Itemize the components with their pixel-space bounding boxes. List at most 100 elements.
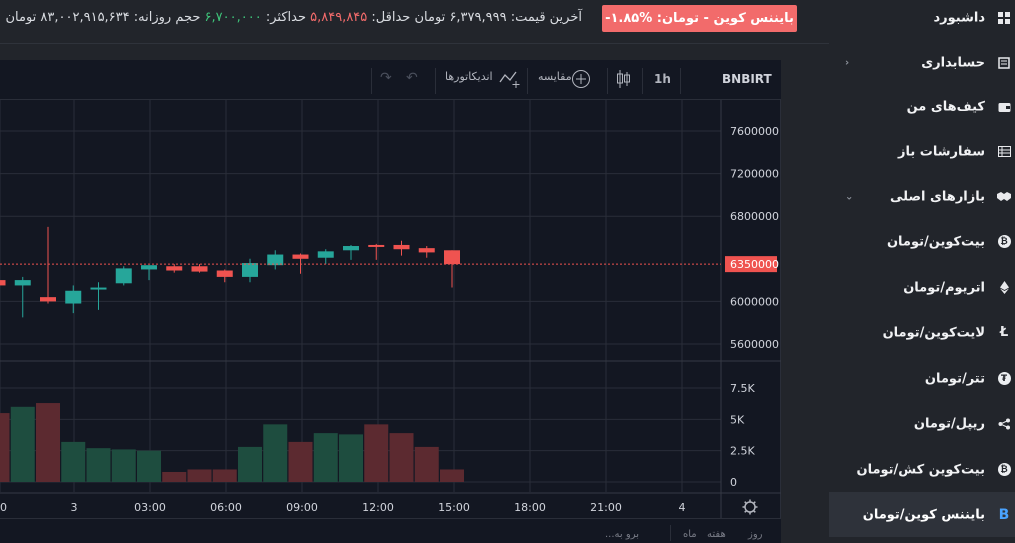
last-price-label: آخرین قیمت: bbox=[510, 10, 582, 25]
indicators-button[interactable]: اندیکاتورها bbox=[445, 70, 493, 83]
market-stats: آخرین قیمت: ۶,۳۷۹,۹۹۹ تومان حداقل: ۵,۸۴۹… bbox=[5, 10, 582, 25]
time-tick-label: 03:00 bbox=[134, 501, 166, 514]
volume-bar bbox=[111, 449, 136, 482]
sidebar-item-label: کیف‌های من bbox=[906, 99, 985, 114]
candle-body bbox=[216, 270, 233, 277]
sidebar-item-label: لایت‌کوین/تومان bbox=[882, 325, 985, 340]
ethereum-icon bbox=[997, 281, 1011, 295]
sidebar-item-label: سفارشات باز bbox=[897, 144, 985, 159]
sidebar-item-wallets[interactable]: کیف‌های من bbox=[829, 84, 1015, 129]
gear-icon-tooth bbox=[744, 501, 747, 504]
sidebar-item-accounting[interactable]: حسابداری ‹ bbox=[829, 40, 1015, 85]
volume-tick-label: 5K bbox=[730, 413, 745, 426]
sidebar-item-label: بیت‌کوین/تومان bbox=[886, 234, 985, 249]
orders-icon bbox=[997, 145, 1011, 159]
price-tick-label: 6800000 bbox=[730, 210, 779, 223]
candle-body bbox=[90, 287, 107, 290]
binance-icon: B bbox=[998, 506, 1010, 523]
sidebar-item-label: بیت‌کوین کش/تومان bbox=[856, 462, 985, 477]
toolbar-divider bbox=[371, 68, 372, 94]
wallet-icon bbox=[997, 100, 1011, 114]
sidebar-item-usdt-irt[interactable]: ₮ تتر/تومان bbox=[829, 356, 1015, 401]
sidebar-item-xrp-irt[interactable]: ریپل/تومان bbox=[829, 401, 1015, 446]
candle-body bbox=[317, 251, 334, 258]
volume-bar bbox=[339, 434, 363, 482]
candle-body bbox=[191, 266, 208, 272]
sidebar-item-bnb-irt[interactable]: B بایننس کوین/تومان bbox=[829, 492, 1015, 537]
candles-icon[interactable] bbox=[616, 69, 630, 92]
last-price-tag bbox=[725, 256, 777, 273]
toolbar-divider bbox=[435, 68, 436, 94]
sidebar-item-label: بایننس کوین/تومان bbox=[862, 507, 985, 522]
volume-bar bbox=[162, 471, 187, 482]
trading-chart[interactable]: 5600000 6000000 6350000 6800000 7200000 76000… bbox=[0, 60, 781, 543]
sidebar-item-label: داشبورد bbox=[933, 10, 985, 25]
time-tick-label: 00 bbox=[0, 501, 7, 514]
volume-bar bbox=[187, 469, 212, 482]
candle-body bbox=[242, 263, 258, 277]
last-price-currency: تومان bbox=[414, 10, 446, 25]
sidebar-item-eth-irt[interactable]: اتریوم/تومان bbox=[829, 265, 1015, 310]
volume-bar bbox=[36, 403, 60, 482]
price-tick-label: 6000000 bbox=[730, 295, 779, 308]
volume-bar bbox=[61, 441, 86, 482]
timeframe-button[interactable]: 1h bbox=[654, 72, 671, 86]
candle-body bbox=[115, 268, 132, 284]
goto-date-button[interactable]: برو به... bbox=[605, 529, 639, 540]
undo-icon[interactable]: ↶ bbox=[406, 70, 418, 86]
toolbar-divider bbox=[527, 68, 528, 94]
sidebar-item-btc-irt[interactable]: ₿ بیت‌کوین/تومان bbox=[829, 219, 1015, 264]
range-month-button[interactable]: ماه bbox=[683, 529, 697, 540]
chevron-down-icon: ⌄ bbox=[845, 191, 854, 202]
price-tick-label: 7600000 bbox=[730, 125, 779, 138]
time-tick-label: 09:00 bbox=[286, 501, 318, 514]
candle-body bbox=[292, 254, 309, 259]
chart-plot[interactable]: 5600000 6000000 6350000 6800000 7200000 76000… bbox=[0, 60, 781, 543]
volume-bar bbox=[288, 441, 313, 482]
gear-icon-tooth bbox=[753, 501, 756, 504]
price-tick-label: 5600000 bbox=[730, 338, 779, 351]
range-week-button[interactable]: هفته bbox=[707, 529, 726, 540]
last-price-value: ۶,۳۷۹,۹۹۹ bbox=[449, 10, 507, 25]
bitcoin-icon: ₿ bbox=[997, 235, 1011, 249]
accounting-icon bbox=[997, 56, 1011, 70]
sidebar-item-bch-irt[interactable]: ₿ بیت‌کوین کش/تومان bbox=[829, 447, 1015, 492]
compare-button[interactable]: مقایسه bbox=[538, 70, 572, 83]
candle-body bbox=[444, 250, 460, 265]
toolbar-divider bbox=[680, 68, 681, 94]
sidebar-item-label: تتر/تومان bbox=[924, 371, 985, 386]
candle-body bbox=[393, 244, 410, 250]
low-label: حداقل: bbox=[371, 10, 411, 25]
range-day-button[interactable]: روز bbox=[748, 529, 763, 540]
high-label: حداکثر: bbox=[265, 10, 306, 25]
time-tick-label: 18:00 bbox=[514, 501, 546, 514]
chart-symbol: BNBIRT bbox=[722, 72, 772, 86]
candle-body bbox=[14, 280, 31, 286]
tether-icon: ₮ bbox=[997, 372, 1011, 386]
indicators-label: اندیکاتورها bbox=[445, 70, 493, 83]
sidebar-item-open-orders[interactable]: سفارشات باز bbox=[829, 129, 1015, 174]
candle-body bbox=[0, 280, 6, 286]
gear-icon[interactable] bbox=[744, 501, 756, 513]
volume-bar bbox=[414, 446, 439, 482]
volume-bar bbox=[440, 469, 464, 482]
high-value: ۶,۷۰۰,۰۰۰ bbox=[204, 10, 262, 25]
time-tick-label: 3 bbox=[71, 501, 78, 514]
candle-body bbox=[418, 248, 435, 253]
sidebar: داشبورد حسابداری ‹ کیف‌های من سفارشات با… bbox=[829, 0, 1015, 543]
chevron-left-icon: ‹ bbox=[845, 57, 850, 68]
litecoin-icon: Ł bbox=[999, 325, 1009, 340]
candle-body bbox=[65, 290, 82, 304]
sidebar-item-ltc-irt[interactable]: Ł لایت‌کوین/تومان bbox=[829, 310, 1015, 355]
sidebar-item-dashboard[interactable]: داشبورد bbox=[829, 0, 1015, 40]
volume-bar bbox=[212, 469, 237, 482]
redo-icon[interactable]: ↷ bbox=[380, 70, 392, 86]
price-tick-label: 7200000 bbox=[730, 168, 779, 181]
market-change-badge: بایننس کوین - تومان: ‎-۱.۸۵% bbox=[602, 5, 797, 32]
volume-bar bbox=[313, 433, 338, 482]
candle-body bbox=[368, 244, 385, 247]
volume-tick-label: 7.5K bbox=[730, 382, 755, 395]
gear-icon-tooth bbox=[744, 510, 747, 513]
sidebar-item-main-markets[interactable]: بازارهای اصلی ⌄ bbox=[829, 174, 1015, 219]
